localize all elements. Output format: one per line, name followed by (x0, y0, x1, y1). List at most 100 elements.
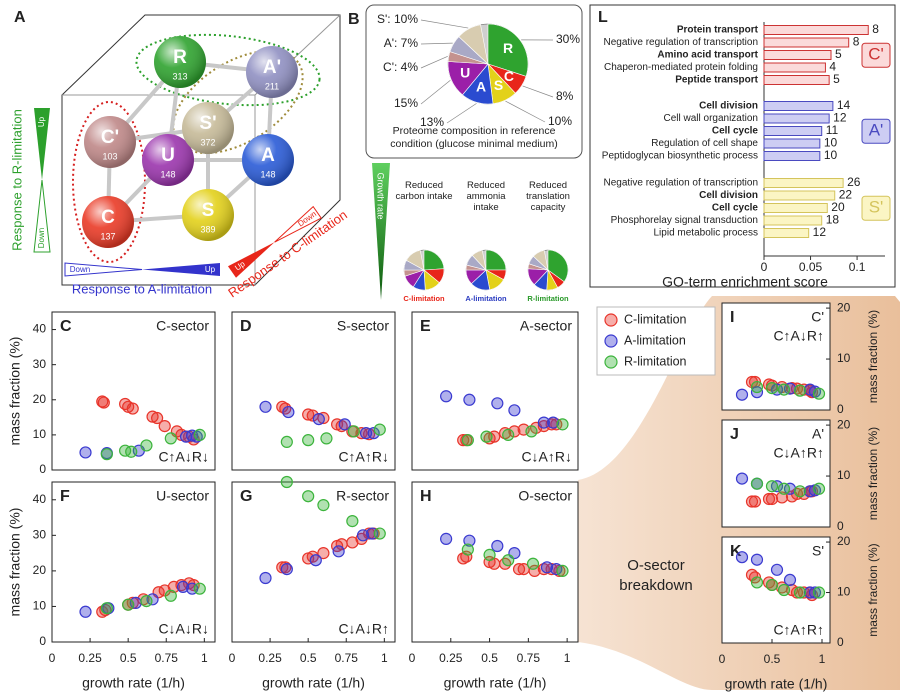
data-point (502, 428, 515, 441)
x-tick-label: 1 (201, 651, 208, 665)
sphere-shine (182, 189, 234, 241)
data-point (508, 404, 521, 417)
slice-label: A (476, 79, 486, 95)
x-tick-label: 0 (761, 260, 768, 274)
data-point (100, 602, 113, 615)
data-point (745, 495, 759, 508)
x-tick-label: 0.5 (481, 651, 498, 665)
leader-line (446, 103, 477, 124)
panel-letter: H (420, 488, 432, 505)
slice-label: R (503, 40, 513, 56)
o-sector-box: O-sector breakdown (619, 557, 692, 594)
sector-gene-count: 372 (200, 137, 215, 147)
regulation-annotation: C↑A↑R↑ (773, 622, 824, 638)
pie-title: Reduced ammonia intake (466, 180, 506, 213)
data-point (125, 445, 138, 458)
x-tick-label: 0 (229, 651, 236, 665)
group-badge (861, 195, 891, 221)
bar-category: Chaperon-mediated protein folding (604, 62, 758, 73)
axis-wedge (142, 263, 220, 276)
data-point (320, 432, 333, 445)
y-tick-label: 10 (837, 351, 851, 365)
data-point (440, 532, 453, 545)
regulation-annotation: C↓A↑R↑ (773, 445, 824, 461)
data-point (373, 527, 386, 540)
regulation-annotation: C↑A↓R↓ (158, 449, 209, 465)
axis-wedge (34, 108, 50, 180)
bar (763, 25, 869, 35)
legend-marker (604, 334, 618, 348)
pie-slice (406, 250, 425, 271)
sector-gene-count: 389 (200, 224, 215, 234)
pie-title-box: Reduced ammonia intake (466, 180, 506, 213)
y-axis-label: mass fraction (%) (866, 427, 880, 520)
data-point (193, 428, 206, 441)
bar-count: 5 (835, 47, 842, 61)
bar-count: 4 (829, 60, 836, 74)
panel-letter: D (240, 318, 252, 335)
data-point (312, 412, 325, 426)
bar-category: Cell division (699, 190, 758, 201)
value-label: 15% (394, 96, 418, 110)
data-point (556, 418, 569, 431)
bar-category: Cell cycle (712, 203, 759, 214)
legend-label: C-limitation (624, 312, 687, 326)
x-axis-label: GO-term enrichment score (662, 274, 828, 290)
x-tick-label: 0.25 (439, 651, 463, 665)
data-point (79, 446, 92, 459)
leader-line (505, 100, 546, 123)
bar-count: 8 (853, 35, 860, 49)
data-point (508, 425, 521, 438)
data-point (777, 583, 791, 597)
regulation-annotation: C↑A↓R↑ (773, 328, 824, 344)
pie-label: R-limitation (527, 294, 569, 303)
bar-count: 14 (837, 98, 851, 112)
bar-count: 26 (847, 175, 861, 189)
data-point (259, 400, 272, 413)
x-tick-label: 1 (564, 651, 571, 665)
value-label: 10% (548, 114, 572, 128)
data-point (480, 430, 493, 443)
sector-label: U (161, 145, 175, 166)
axis-high: Up (205, 265, 216, 274)
sector-label: S (202, 200, 215, 221)
group-outline (135, 33, 321, 107)
bar (763, 203, 828, 213)
data-point (812, 387, 826, 400)
bar (763, 228, 810, 238)
panel-letter: K (730, 543, 742, 560)
plot-frame (231, 311, 396, 471)
group-label: C' (868, 45, 884, 64)
data-point (765, 381, 779, 395)
axis-wedge (33, 179, 51, 253)
value-label: S': 10% (377, 12, 418, 26)
growth-rate-wedge (372, 163, 390, 300)
y-tick-label: 10 (837, 585, 851, 599)
data-point (158, 420, 171, 433)
value-label: C': 4% (383, 60, 418, 74)
y-tick-label: 0 (39, 462, 46, 476)
panel-title: C-sector (156, 318, 209, 334)
data-point (808, 586, 822, 599)
data-point (282, 405, 295, 419)
slice-label: S (494, 77, 503, 93)
data-point (280, 563, 293, 576)
slice-label: U (460, 65, 470, 81)
leader-line (522, 85, 554, 98)
regulation-annotation: C↓A↑R↓ (521, 449, 572, 465)
regulation-annotation: C↓A↓R↓ (158, 621, 209, 637)
y-tick-label: 30 (33, 357, 47, 371)
pie-title: Reduced translation capacity (526, 180, 570, 213)
data-point (750, 380, 764, 394)
data-point (373, 423, 386, 436)
panel-letter: L (598, 9, 608, 26)
plot-frame (51, 481, 216, 643)
data-point (750, 477, 764, 490)
data-point (502, 554, 515, 567)
data-point (79, 605, 92, 618)
data-point (164, 432, 177, 445)
bar (763, 75, 830, 85)
pie-slice (547, 249, 569, 283)
sphere-shine (142, 134, 194, 186)
